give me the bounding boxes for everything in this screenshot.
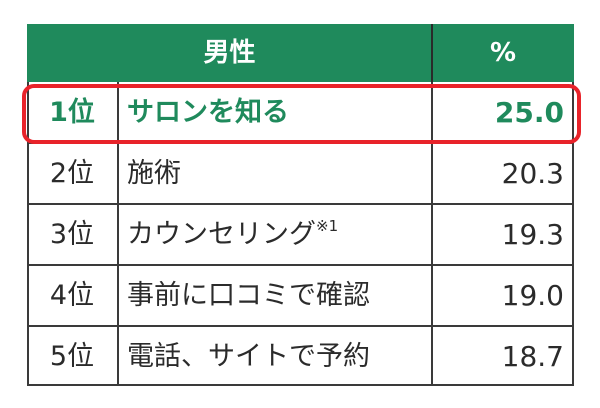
item-cell: 施術 — [127, 143, 427, 204]
item-label: 電話、サイトで予約 — [127, 341, 370, 372]
row-divider — [27, 325, 574, 327]
item-label: 施術 — [127, 158, 181, 189]
item-label: カウンセリング — [127, 219, 316, 250]
value-cell: 19.3 — [501, 218, 564, 251]
rank-cell: 2位 — [49, 158, 95, 189]
table-header: 男性 % — [27, 24, 574, 82]
rank-cell: 5位 — [49, 341, 95, 372]
rank-cell: 3位 — [49, 219, 95, 250]
row-divider — [27, 264, 574, 266]
table-row: 1位 サロンを知る 25.0 — [27, 82, 574, 143]
table-row: 5位 電話、サイトで予約 18.7 — [27, 326, 574, 387]
header-divider — [431, 24, 433, 82]
item-cell: サロンを知る — [127, 82, 427, 143]
item-note: ※1 — [316, 217, 339, 235]
header-percent: % — [489, 38, 517, 68]
item-cell: カウンセリング※1 — [127, 204, 427, 265]
table-row: 3位 カウンセリング※1 19.3 — [27, 204, 574, 265]
column-divider-rank — [117, 82, 119, 386]
rank-cell: 4位 — [49, 280, 95, 311]
header-label: 男性 — [203, 38, 256, 68]
table-right-border — [572, 82, 574, 386]
item-label: サロンを知る — [127, 97, 289, 128]
item-cell: 事前に口コミで確認 — [127, 265, 427, 326]
ranking-table: 男性 % 1位 サロンを知る 25.0 2位 施術 20.3 3位 カウンセリン… — [22, 24, 581, 387]
item-cell: 電話、サイトで予約 — [127, 326, 427, 387]
column-divider-value — [431, 82, 433, 386]
table-bottom-border — [27, 384, 574, 386]
value-cell: 20.3 — [501, 157, 564, 190]
table-row: 4位 事前に口コミで確認 19.0 — [27, 265, 574, 326]
table-left-border — [27, 82, 29, 386]
rank-cell: 1位 — [49, 97, 95, 128]
top-rank-highlight — [22, 84, 581, 144]
value-cell: 19.0 — [501, 279, 564, 312]
value-cell: 18.7 — [501, 340, 564, 373]
item-label: 事前に口コミで確認 — [127, 280, 370, 311]
row-divider — [27, 203, 574, 205]
value-cell: 25.0 — [494, 96, 564, 129]
table-row: 2位 施術 20.3 — [27, 143, 574, 204]
